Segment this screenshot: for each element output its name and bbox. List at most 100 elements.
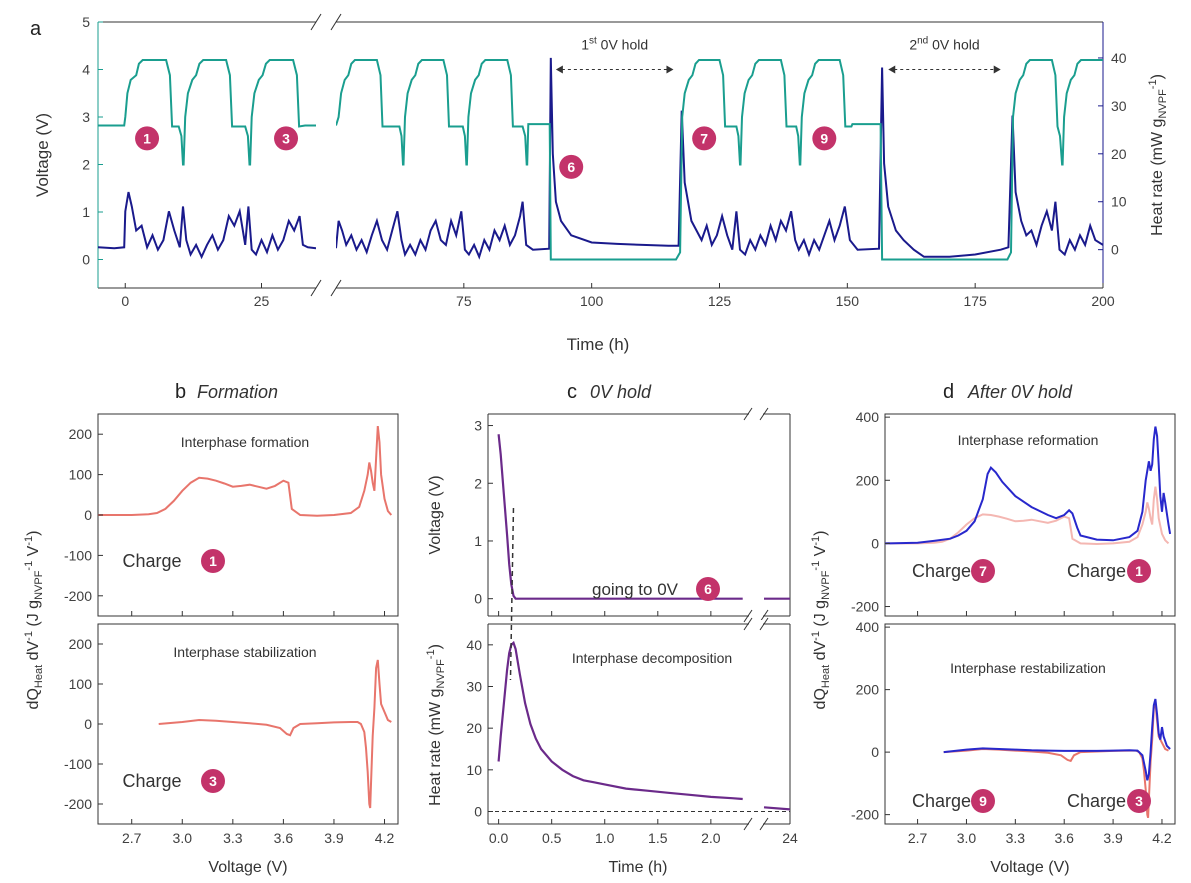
panel-c-ytick-label-0-3: 3 bbox=[474, 418, 482, 434]
panel-a-axis-break-2 bbox=[310, 279, 322, 297]
panel-a-xtick-label-6: 175 bbox=[963, 293, 987, 309]
panel-a-badge-4-label: 9 bbox=[820, 130, 828, 146]
panel-a-voltage-line-1 bbox=[98, 59, 316, 166]
panel-b-ytick-label-1-4: 200 bbox=[69, 636, 93, 652]
panel-d-badge-0-1: 1 bbox=[1127, 559, 1151, 583]
panel-a-annotation-arrowhead-left-0 bbox=[555, 65, 563, 74]
panel-a-xtick-label-4: 125 bbox=[708, 293, 732, 309]
panel-d-line-0-1 bbox=[885, 426, 1172, 545]
panel-a-xlabel: Time (h) bbox=[567, 335, 630, 354]
panel-d-xlabel: Voltage (V) bbox=[990, 859, 1069, 876]
panel-b-badge-0: 1 bbox=[201, 549, 225, 573]
panel-c-break-mark-a-1-1 bbox=[743, 817, 753, 831]
panel-c-xtick-label-1: 0.5 bbox=[542, 830, 562, 846]
panel-a-letter: a bbox=[30, 18, 42, 40]
panel-c-peak-marker bbox=[509, 507, 515, 681]
panel-c-break-gap-1-1 bbox=[749, 820, 763, 828]
panel-c-badge-0-label: 6 bbox=[704, 581, 712, 597]
panel-c: c 0V hold 0 1 2 3 Voltage (V) going to 0V 6 0 10 20… bbox=[425, 381, 798, 876]
panel-d-badge-1-1: 3 bbox=[1127, 789, 1151, 813]
panel-d-ytick-label-1-0: -200 bbox=[851, 807, 879, 823]
panel-a-axis-break-0 bbox=[310, 13, 322, 31]
panel-c-line-0 bbox=[497, 434, 743, 600]
panel-c-ylabel-0: Voltage (V) bbox=[427, 475, 444, 554]
panel-a-ytick-right-label-0: 0 bbox=[1111, 242, 1119, 258]
panel-a-badge-2-label: 6 bbox=[567, 159, 575, 175]
panel-c-break-mark-b-1-1 bbox=[759, 817, 769, 831]
panel-a-xtick-label-5: 150 bbox=[836, 293, 860, 309]
panel-a-ytick-left-label-5: 5 bbox=[82, 14, 90, 30]
panel-c-break-gap-1-0 bbox=[749, 620, 763, 628]
panel-d-badge-0-1-circle bbox=[1127, 559, 1151, 583]
panel-a-axis-break-3 bbox=[330, 279, 342, 297]
panel-c-xtick-label-4: 2.0 bbox=[701, 830, 721, 846]
panel-c-ytick-label-0-1: 1 bbox=[474, 533, 482, 549]
panel-b-letter: b bbox=[175, 381, 186, 403]
panel-c-break-mark-b-0-0 bbox=[759, 407, 769, 421]
panel-d-ytick-label-0-1: 0 bbox=[871, 535, 879, 551]
panel-c-text-1: Interphase decomposition bbox=[572, 650, 732, 666]
panel-a-badge-4-circle bbox=[812, 126, 837, 151]
panel-d-ytick-label-0-2: 200 bbox=[856, 472, 880, 488]
panel-b-title: Formation bbox=[197, 382, 278, 402]
panel-b-xlabel: Voltage (V) bbox=[208, 859, 287, 876]
panel-a-badge-1-circle bbox=[274, 126, 299, 151]
panel-a-annotation-arrowhead-right-1 bbox=[993, 65, 1001, 74]
panel-a-ylabel-right: Heat rate (mW gNVPF-1) bbox=[1147, 74, 1169, 236]
panel-c-ytick-label-1-3: 30 bbox=[466, 679, 482, 695]
panel-a-heat-line-1 bbox=[98, 191, 316, 260]
panel-c-text-0: going to 0V bbox=[592, 580, 679, 599]
panel-a-ytick-left-label-0: 0 bbox=[82, 252, 90, 268]
panel-b-badge-1-label: 3 bbox=[209, 773, 217, 789]
panel-b: b Formation -200 -100 0 100 200 Interphase form… bbox=[23, 381, 399, 876]
panel-b-xtick-label-1: 3.0 bbox=[173, 830, 193, 846]
panel-c-ytick-label-1-2: 20 bbox=[466, 720, 482, 736]
panel-b-ytick-label-1-2: 0 bbox=[84, 716, 92, 732]
panel-c-line-tail-1 bbox=[763, 806, 790, 811]
panel-c-ytick-label-0-2: 2 bbox=[474, 475, 482, 491]
panel-d-frame-0 bbox=[884, 413, 1176, 617]
panel-c-ytick-label-1-0: 0 bbox=[474, 804, 482, 820]
panel-d-ytick-label-1-3: 400 bbox=[856, 619, 880, 635]
panel-b-text-0: Interphase formation bbox=[181, 434, 309, 450]
panel-a-voltage-line-2 bbox=[336, 59, 1103, 261]
panel-a-ytick-left-label-2: 2 bbox=[82, 157, 90, 173]
panel-c-ytick-label-1-1: 10 bbox=[466, 762, 482, 778]
panel-b-ytick-label-1-3: 100 bbox=[69, 676, 93, 692]
panel-c-xtick-label-3: 1.5 bbox=[648, 830, 668, 846]
panel-d-ylabel: dQHeat dV-1 (J gNVPF-1 V-1) bbox=[810, 531, 832, 710]
panel-d-badge-1-1-label: 3 bbox=[1135, 793, 1143, 809]
panel-d-letter: d bbox=[943, 381, 954, 403]
panel-a-ytick-left-label-4: 4 bbox=[82, 62, 90, 78]
panel-c-letter: c bbox=[567, 381, 577, 403]
panel-a-badge-3: 7 bbox=[692, 126, 717, 151]
panel-a-badge-1-label: 3 bbox=[282, 130, 290, 146]
panel-d-badge-0-1-label: 1 bbox=[1135, 563, 1143, 579]
panel-d-xtick-label-5: 4.2 bbox=[1152, 830, 1172, 846]
panel-a-heat-line-2 bbox=[336, 57, 1103, 260]
panel-d-badge-0-0: 7 bbox=[971, 559, 995, 583]
panel-a-ylabel-left: Voltage (V) bbox=[33, 113, 52, 197]
panel-c-xtick-label-0: 0.0 bbox=[489, 830, 509, 846]
panel-a-xtick-label-3: 100 bbox=[580, 293, 604, 309]
panel-a: 0 25 75 100 125 150 175 200 0 1 2 3 4 5 0 10 20 30 40 Time … bbox=[30, 13, 1169, 354]
panel-d-ytick-label-0-0: -200 bbox=[851, 599, 879, 615]
panel-d-ytick-label-1-1: 0 bbox=[871, 744, 879, 760]
panel-a-ytick-left-label-3: 3 bbox=[82, 109, 90, 125]
panel-b-badge-0-circle bbox=[201, 549, 225, 573]
panel-a-xtick-label-0: 0 bbox=[121, 293, 129, 309]
panel-b-line-1 bbox=[158, 659, 392, 809]
panel-d-legend-0-1: Charge bbox=[1067, 561, 1126, 581]
panel-d-badge-1-0: 9 bbox=[971, 789, 995, 813]
panel-c-ytick-label-1-4: 40 bbox=[466, 637, 482, 653]
panel-c-ytick-label-0-0: 0 bbox=[474, 591, 482, 607]
panel-a-badge-2: 6 bbox=[559, 154, 584, 179]
panel-a-badge-3-circle bbox=[692, 126, 717, 151]
panel-b-xtick-label-0: 2.7 bbox=[122, 830, 142, 846]
panel-d-badge-1-0-circle bbox=[971, 789, 995, 813]
panel-d-legend-1-1: Charge bbox=[1067, 791, 1126, 811]
panel-d-badge-1-1-circle bbox=[1127, 789, 1151, 813]
panel-a-axis-break-1 bbox=[330, 13, 342, 31]
panel-d-ytick-label-1-2: 200 bbox=[856, 682, 880, 698]
